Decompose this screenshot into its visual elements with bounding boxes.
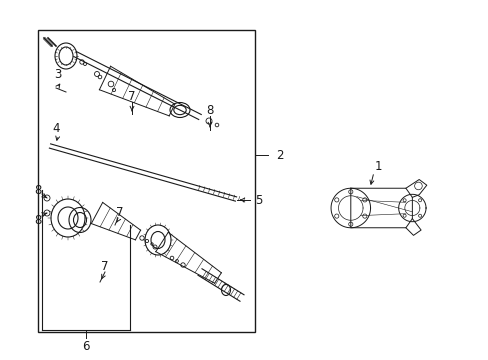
Text: 8: 8 <box>34 184 41 197</box>
Text: 7: 7 <box>128 90 136 103</box>
Text: 6: 6 <box>82 339 90 352</box>
Text: 7: 7 <box>116 206 123 219</box>
Text: 2: 2 <box>275 149 283 162</box>
Text: 3: 3 <box>54 68 61 81</box>
Text: 4: 4 <box>52 122 60 135</box>
Text: 8: 8 <box>206 104 213 117</box>
Text: 7: 7 <box>101 260 108 273</box>
Text: 5: 5 <box>254 194 262 207</box>
Text: 1: 1 <box>373 159 381 172</box>
Text: 8: 8 <box>34 213 41 226</box>
